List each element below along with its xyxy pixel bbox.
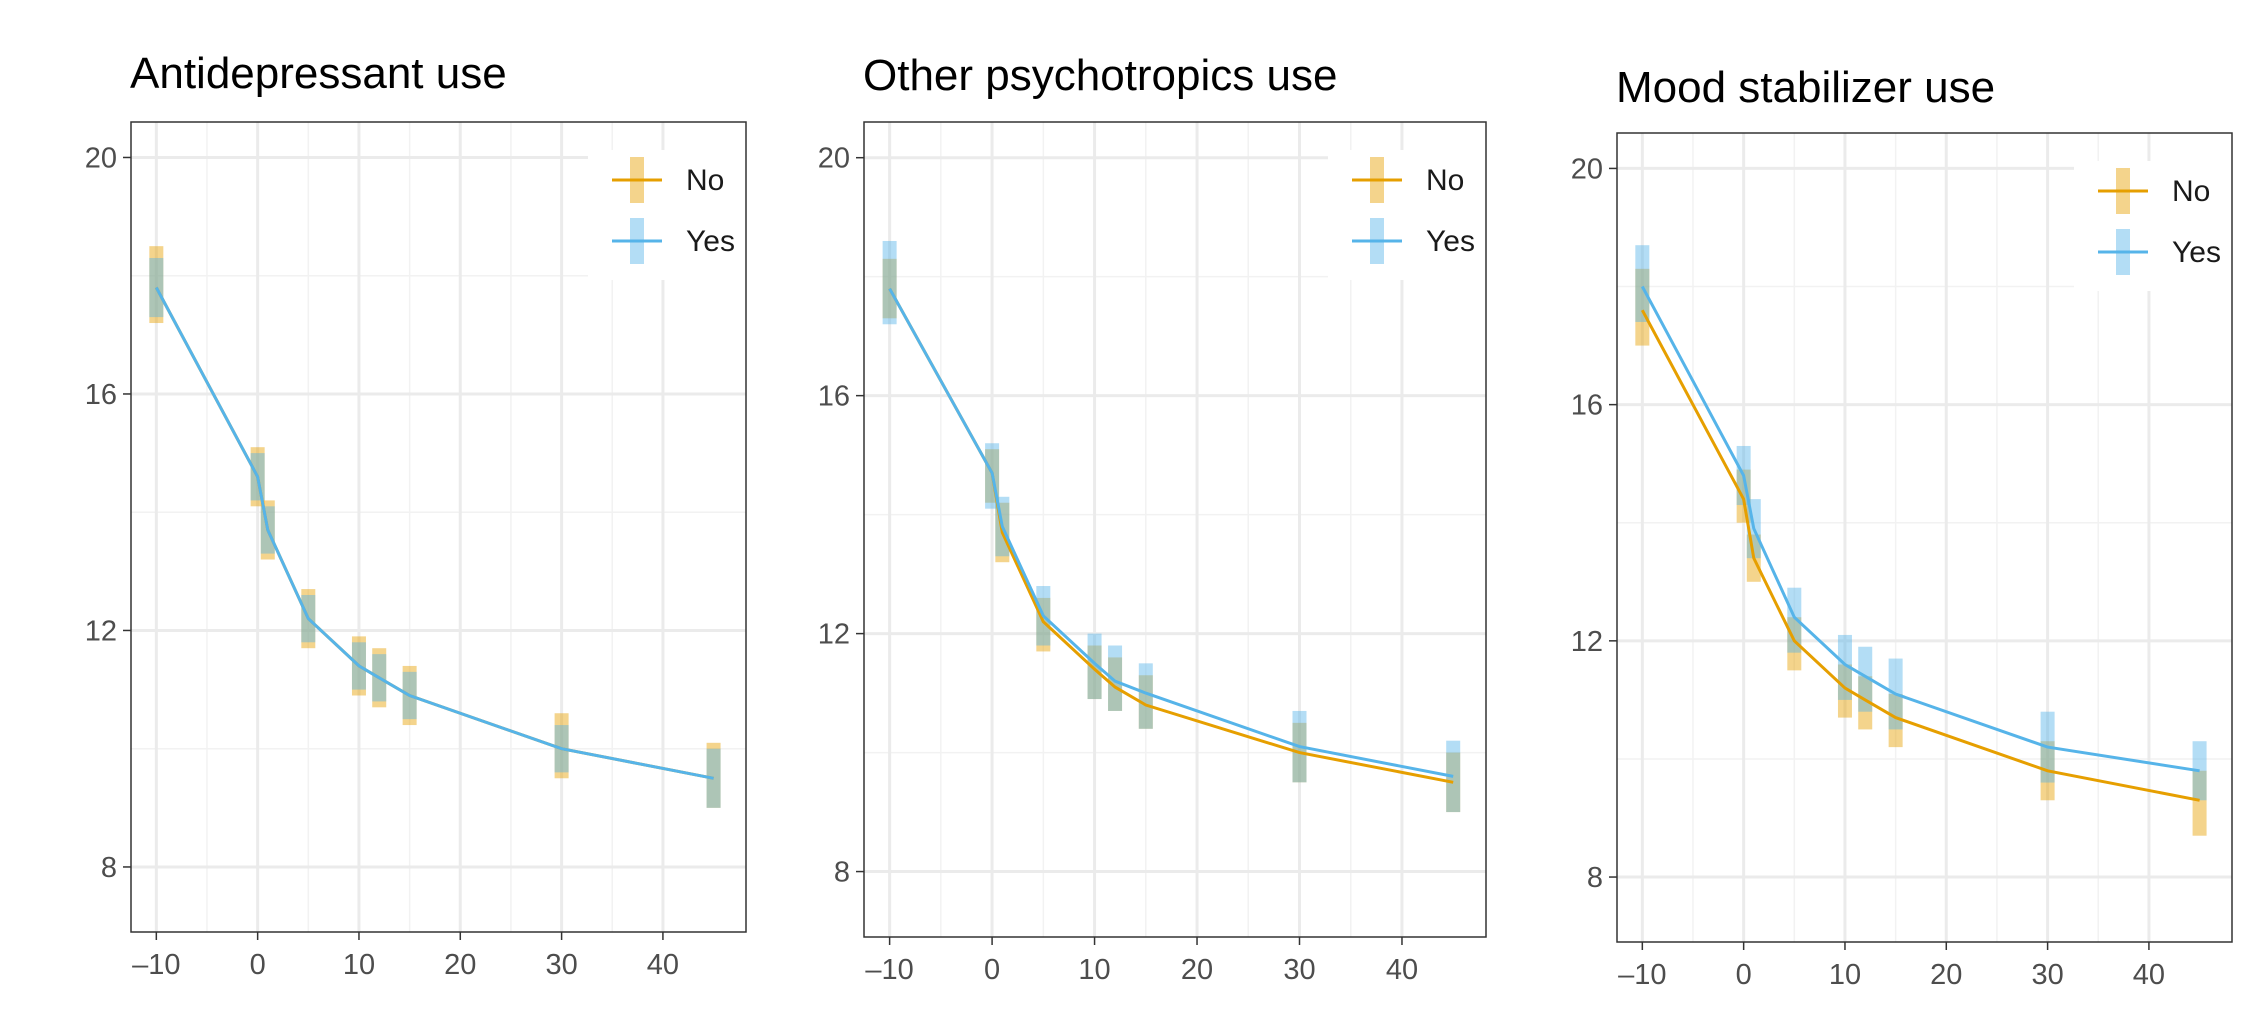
x-tick-label: –10 (132, 949, 180, 981)
error-bar-no (1138, 675, 1153, 729)
error-bar-no (882, 258, 897, 319)
error-bar-no (1108, 657, 1123, 711)
legend-label: Yes (1426, 225, 1475, 258)
error-bar-no (1446, 752, 1461, 813)
y-tick-label: 16 (818, 381, 850, 413)
legend-box (588, 150, 746, 280)
error-bar-yes (1108, 645, 1123, 711)
x-tick-label: 20 (1930, 959, 1962, 991)
y-tick-label: 20 (85, 142, 117, 174)
legend-label: No (1426, 164, 1464, 197)
x-tick-label: 30 (545, 949, 577, 981)
plot-border (130, 121, 747, 933)
error-bar-no (149, 246, 164, 324)
x-tick-label: 10 (1829, 959, 1861, 991)
x-tick-label: 40 (1386, 954, 1418, 986)
x-tick-label: 0 (1736, 959, 1752, 991)
y-tick-label: 12 (1571, 626, 1603, 658)
x-tick-label: 40 (647, 949, 679, 981)
y-tick-label: 20 (818, 143, 850, 175)
panel-title: Antidepressant use (130, 49, 507, 98)
x-tick-label: 40 (2133, 959, 2165, 991)
y-tick-label: 16 (1571, 390, 1603, 422)
legend-label: Yes (2172, 236, 2221, 269)
series-line-yes (154, 286, 714, 780)
x-tick-label: 10 (1078, 954, 1110, 986)
plot-border (1616, 132, 2233, 943)
error-bar-no (1837, 664, 1852, 718)
error-bar-no (1635, 268, 1650, 346)
series-line-yes (1640, 285, 2200, 773)
panel-antidepressant: Antidepressant use No Yes 8 12 16 20 –10 0 10 20 30… (85, 49, 747, 981)
x-tick-label: 10 (343, 949, 375, 981)
error-bar-no (706, 742, 721, 808)
legend-label: No (686, 164, 724, 197)
panel-mood-stabilizer: Mood stabilizer use No Yes 8 12 16 20 –10 0 10 20 3… (1571, 63, 2233, 991)
y-tick-label: 16 (85, 379, 117, 411)
x-tick-label: 0 (984, 954, 1000, 986)
error-bar-no (1858, 676, 1873, 730)
x-tick-label: 30 (2031, 959, 2063, 991)
x-tick-label: 20 (1181, 954, 1213, 986)
error-bar-no (1888, 693, 1903, 748)
y-tick-label: 12 (818, 619, 850, 651)
y-tick-label: 12 (85, 615, 117, 647)
x-tick-label: –10 (865, 954, 913, 986)
x-tick-label: –10 (1618, 959, 1666, 991)
x-tick-label: 0 (250, 949, 266, 981)
error-bar-yes (1087, 633, 1102, 700)
legend-label: Yes (686, 225, 735, 258)
series-line-yes (888, 287, 1454, 778)
y-tick-label: 8 (834, 857, 850, 889)
error-bar-yes (1635, 245, 1650, 322)
error-bar-yes (1138, 663, 1153, 729)
panel-other-psychotropics: Other psychotropics use No Yes 8 12 16 20 –10 0 1… (818, 51, 1487, 986)
x-tick-label: 20 (444, 949, 476, 981)
legend-box (1328, 150, 1486, 280)
error-bar-yes (1858, 646, 1873, 712)
error-bar-no (554, 713, 569, 779)
panel-title: Other psychotropics use (863, 51, 1337, 100)
y-tick-label: 8 (1587, 862, 1603, 894)
panel-title: Mood stabilizer use (1616, 63, 1995, 112)
error-bar-yes (882, 240, 897, 325)
error-bar-no (2192, 770, 2207, 836)
x-tick-label: 30 (1283, 954, 1315, 986)
series-line-no (1640, 309, 2200, 802)
plot-border (863, 121, 1487, 938)
y-tick-label: 20 (1571, 153, 1603, 185)
y-tick-label: 8 (101, 852, 117, 884)
error-bar-yes (1446, 740, 1461, 813)
legend-label: No (2172, 175, 2210, 208)
legend-box (2074, 161, 2232, 291)
